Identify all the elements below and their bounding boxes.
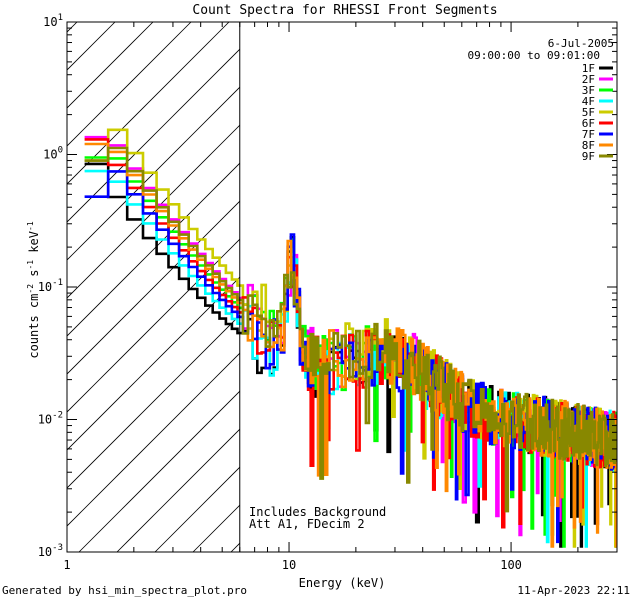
y-label-exp-3: -1 [26, 221, 35, 231]
hatch-line [67, 22, 192, 147]
legend-label-8F: 8F [582, 139, 595, 152]
background-note: Includes Background [249, 505, 386, 519]
y-tick-label: 10-2 [38, 411, 63, 427]
legend-label-7F: 7F [582, 128, 595, 141]
legend-label-4F: 4F [582, 95, 595, 108]
x-tick-label: 10 [282, 558, 296, 572]
hatch-line [67, 352, 240, 527]
chart-title: Count Spectra for RHESSI Front Segments [192, 3, 497, 18]
y-tick-label: 10-1 [38, 278, 63, 294]
y-label-mid-2: keV [27, 231, 41, 260]
hatch-line [67, 200, 240, 375]
x-tick-label: 100 [500, 558, 522, 572]
series-layer [84, 128, 617, 548]
y-label-exp-2: -1 [26, 260, 35, 270]
hatch-line [116, 428, 240, 552]
y-tick-label: 100 [43, 146, 63, 162]
time-range-annotation: 09:00:00 to 09:01:00 [468, 49, 600, 62]
legend-label-3F: 3F [582, 84, 595, 97]
hatch-line [67, 314, 240, 489]
attenuator-note: Att A1, FDecim 2 [249, 517, 365, 531]
legend-label-6F: 6F [582, 117, 595, 130]
x-tick-label: 1 [63, 558, 70, 572]
generated-by-footer: Generated by hsi_min_spectra_plot.pro [2, 584, 247, 597]
legend-label-9F: 9F [582, 150, 595, 163]
legend-label-1F: 1F [582, 62, 595, 75]
y-tick-label: 10-3 [38, 543, 63, 559]
hatch-line [67, 22, 230, 185]
legend-label-2F: 2F [582, 73, 595, 86]
axes: 1 10 100 10-3 10-2 10-1 100 101 [38, 13, 618, 572]
hatch-line [67, 124, 240, 299]
y-axis-label: counts cm-2 s-1 keV-1 [26, 221, 41, 358]
hatched-region [67, 22, 240, 552]
hatch-line [67, 86, 240, 261]
hatch-line [67, 48, 240, 223]
hatch-line [67, 162, 240, 337]
y-label-exp-1: -2 [26, 284, 35, 294]
y-label-mid-1: s [27, 270, 41, 284]
timestamp-footer: 11-Apr-2023 22:11 [517, 584, 630, 597]
hatch-line [67, 238, 240, 413]
x-axis-label: Energy (keV) [299, 576, 386, 590]
y-tick-label: 101 [43, 13, 63, 29]
legend-label-5F: 5F [582, 106, 595, 119]
hatch-line [78, 390, 240, 552]
series-9F-line [84, 146, 617, 513]
y-label-base: counts cm [27, 294, 41, 359]
date-annotation: 6-Jul-2005 [548, 37, 614, 50]
